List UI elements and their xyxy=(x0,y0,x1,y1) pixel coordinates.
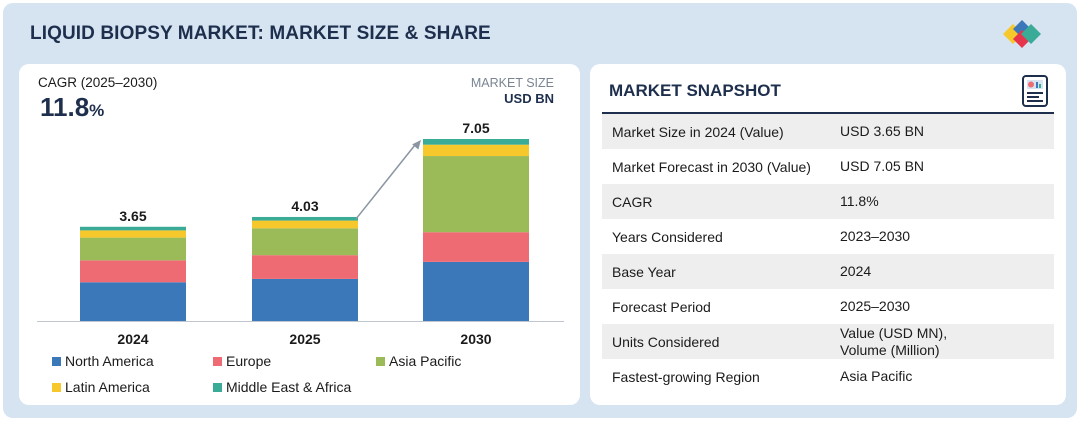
legend-swatch xyxy=(52,382,61,392)
bar-total-label-2025: 4.03 xyxy=(291,198,318,214)
bar-segment-north-america-2025 xyxy=(252,278,358,321)
bar-segment-asia-pacific-2025 xyxy=(252,228,358,256)
bar-total-label-2030: 7.05 xyxy=(462,120,489,136)
snapshot-row-label: Forecast Period xyxy=(612,298,711,315)
snapshot-row-value: Asia Pacific xyxy=(840,368,913,384)
snapshot-row-value: Value (USD MN), Volume (Million) xyxy=(840,324,948,358)
bar-segment-middle-east-africa-2024 xyxy=(80,226,186,231)
bar-segment-middle-east-africa-2030 xyxy=(423,139,529,145)
snapshot-row-value: USD 7.05 BN xyxy=(840,158,925,174)
market-size-card: CAGR (2025–2030) 11.8% MARKET SIZE USD B… xyxy=(19,64,580,405)
legend-swatch xyxy=(376,356,385,366)
legend-label: Asia Pacific xyxy=(389,353,462,369)
cagr-value: 11.8% xyxy=(40,92,104,123)
snapshot-table: Market Size in 2024 (Value) USD 3.65 BN Ma… xyxy=(602,114,1054,394)
market-size-label: MARKET SIZE xyxy=(470,76,554,90)
snapshot-row-label: CAGR xyxy=(612,193,653,210)
snapshot-divider xyxy=(602,112,1054,114)
growth-arrow-head-icon xyxy=(412,140,421,150)
snapshot-row: Fastest-growing Region Asia Pacific xyxy=(602,359,1054,394)
snapshot-row: CAGR 11.8% xyxy=(602,184,1054,219)
bar-segment-latin-america-2030 xyxy=(423,144,529,157)
bar-segment-north-america-2030 xyxy=(423,261,529,321)
cagr-number: 11.8 xyxy=(40,92,90,122)
stacked-bar-chart: 3.65 2024 4.03 2025 7.05 2030 xyxy=(37,120,564,347)
market-size-unit: USD BN xyxy=(504,91,554,106)
legend-item-europe: Europe xyxy=(213,353,271,369)
snapshot-row-label: Years Considered xyxy=(612,228,723,245)
bar-segment-asia-pacific-2030 xyxy=(423,156,529,233)
growth-arrow-line xyxy=(355,144,416,220)
chart-legend: North America Europe Asia Pacific Latin Ame… xyxy=(52,353,572,401)
snapshot-row: Base Year 2024 xyxy=(602,254,1054,289)
snapshot-row: Years Considered 2023–2030 xyxy=(602,219,1054,254)
cagr-label: CAGR (2025–2030) xyxy=(38,75,158,90)
bar-total-label-2024: 3.65 xyxy=(119,208,146,224)
infographic-frame: LIQUID BIOPSY MARKET: MARKET SIZE & SHAR… xyxy=(3,3,1077,418)
bar-segment-north-america-2024 xyxy=(80,282,186,321)
bar-segment-latin-america-2024 xyxy=(80,230,186,238)
snapshot-row-label: Units Considered xyxy=(612,333,720,350)
snapshot-title: MARKET SNAPSHOT xyxy=(609,81,781,100)
bar-segment-asia-pacific-2024 xyxy=(80,237,186,261)
page-title: LIQUID BIOPSY MARKET: MARKET SIZE & SHAR… xyxy=(30,23,491,44)
bar-segment-latin-america-2025 xyxy=(252,220,358,229)
snapshot-row-value: USD 3.65 BN xyxy=(840,123,925,139)
report-document-icon xyxy=(1022,75,1048,107)
bar-segment-middle-east-africa-2025 xyxy=(252,216,358,221)
legend-item-asia-pacific: Asia Pacific xyxy=(376,353,461,369)
legend-swatch xyxy=(52,356,61,366)
snapshot-row-value: 11.8% xyxy=(840,193,879,209)
snapshot-row-label: Fastest-growing Region xyxy=(612,368,760,385)
snapshot-row-value: 2023–2030 xyxy=(840,228,911,244)
snapshot-row-value: 2025–2030 xyxy=(840,298,911,314)
x-tick-label-2030: 2030 xyxy=(460,331,491,347)
snapshot-row: Market Size in 2024 (Value) USD 3.65 BN xyxy=(602,114,1054,149)
legend-label: Latin America xyxy=(65,379,150,395)
x-tick-label-2024: 2024 xyxy=(117,331,148,347)
legend-item-middle-east-africa: Middle East & Africa xyxy=(213,379,351,395)
legend-swatch xyxy=(213,382,222,392)
market-snapshot-card: MARKET SNAPSHOT Market Size in 2024 (Val… xyxy=(590,64,1066,405)
x-tick-label-2025: 2025 xyxy=(289,331,320,347)
legend-item-latin-america: Latin America xyxy=(52,379,150,395)
legend-label: Middle East & Africa xyxy=(226,379,352,395)
snapshot-row-label: Base Year xyxy=(612,263,676,280)
legend-label: North America xyxy=(65,353,154,369)
snapshot-row-value: 2024 xyxy=(840,263,872,279)
brand-logo-icon xyxy=(1003,20,1041,48)
bar-segment-europe-2024 xyxy=(80,260,186,283)
bar-segment-europe-2025 xyxy=(252,255,358,279)
snapshot-row-label: Market Forecast in 2030 (Value) xyxy=(612,158,811,175)
snapshot-row-label: Market Size in 2024 (Value) xyxy=(612,123,784,140)
legend-label: Europe xyxy=(226,353,272,369)
snapshot-row: Forecast Period 2025–2030 xyxy=(602,289,1054,324)
snapshot-row: Units Considered Value (USD MN), Volume (M… xyxy=(602,324,1054,359)
legend-swatch xyxy=(213,356,222,366)
cagr-unit: % xyxy=(89,101,105,120)
snapshot-row: Market Forecast in 2030 (Value) USD 7.05 … xyxy=(602,149,1054,184)
legend-item-north-america: North America xyxy=(52,353,154,369)
bar-segment-europe-2030 xyxy=(423,232,529,262)
